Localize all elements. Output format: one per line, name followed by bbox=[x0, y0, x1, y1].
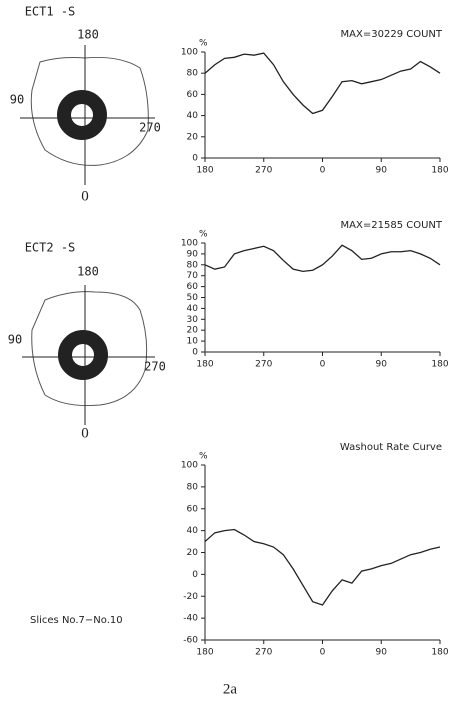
y-tick-label: 40 bbox=[187, 526, 199, 536]
y-tick-label: 80 bbox=[187, 260, 199, 270]
data-line bbox=[205, 245, 440, 271]
y-tick-label: 0 bbox=[192, 570, 198, 580]
y-tick-label: 50 bbox=[187, 293, 199, 303]
polar-label: 270 bbox=[144, 360, 166, 374]
x-tick-label: 90 bbox=[376, 166, 388, 176]
y-axis-label: % bbox=[199, 39, 208, 49]
polar-label: 90 bbox=[10, 93, 24, 107]
y-tick-label: 20 bbox=[187, 326, 199, 336]
polar-label: 0 bbox=[81, 188, 89, 204]
x-tick-label: 270 bbox=[255, 166, 272, 176]
y-tick-label: 0 bbox=[192, 154, 198, 164]
x-tick-label: 180 bbox=[196, 360, 213, 370]
data-line bbox=[205, 53, 440, 113]
y-tick-label: 0 bbox=[192, 348, 198, 358]
panel-title: ECT1 -S bbox=[25, 5, 76, 19]
y-tick-label: 80 bbox=[187, 69, 199, 79]
y-tick-label: 100 bbox=[181, 48, 198, 58]
y-tick-label: 100 bbox=[181, 239, 198, 249]
x-tick-label: 180 bbox=[196, 166, 213, 176]
figure: ECT1 -S 180 90 270 0 ECT2 -S 180 90 270 … bbox=[0, 0, 456, 701]
x-tick-label: 0 bbox=[320, 360, 326, 370]
y-tick-label: -40 bbox=[183, 614, 198, 624]
y-tick-label: 40 bbox=[187, 304, 199, 314]
caption: 2a bbox=[223, 681, 238, 697]
x-tick-label: 180 bbox=[431, 648, 448, 658]
polar-label: 180 bbox=[77, 28, 99, 42]
y-tick-label: 70 bbox=[187, 271, 199, 281]
x-tick-label: 270 bbox=[255, 360, 272, 370]
y-tick-label: 100 bbox=[181, 461, 198, 471]
x-tick-label: 0 bbox=[320, 166, 326, 176]
polar-map bbox=[20, 45, 155, 185]
polar-label: 90 bbox=[8, 333, 22, 347]
y-tick-label: 20 bbox=[187, 548, 199, 558]
polar-label: 0 bbox=[81, 425, 89, 441]
y-tick-label: 20 bbox=[187, 132, 199, 142]
polar-label: 180 bbox=[77, 265, 99, 279]
y-tick-label: 60 bbox=[187, 90, 199, 100]
annotation: MAX=21585 COUNT bbox=[341, 220, 443, 231]
y-tick-label: 30 bbox=[187, 315, 199, 325]
x-tick-label: 270 bbox=[255, 648, 272, 658]
x-tick-label: 180 bbox=[196, 648, 213, 658]
annotation: MAX=30229 COUNT bbox=[341, 29, 443, 40]
y-tick-label: 90 bbox=[187, 249, 199, 259]
note: Slices No.7−No.10 bbox=[30, 615, 123, 626]
y-tick-label: -60 bbox=[183, 636, 198, 646]
annotation: Washout Rate Curve bbox=[340, 442, 442, 453]
x-tick-label: 0 bbox=[320, 648, 326, 658]
y-tick-label: 40 bbox=[187, 111, 199, 121]
polar-label: 270 bbox=[139, 121, 161, 135]
y-axis-label: % bbox=[199, 230, 208, 240]
panel-title: ECT2 -S bbox=[25, 241, 76, 255]
x-tick-label: 180 bbox=[431, 166, 448, 176]
polar-map bbox=[22, 285, 155, 425]
y-axis-label: % bbox=[199, 452, 208, 462]
data-line bbox=[205, 530, 440, 605]
x-tick-label: 90 bbox=[376, 360, 388, 370]
y-tick-label: 60 bbox=[187, 282, 199, 292]
y-tick-label: 10 bbox=[187, 337, 199, 347]
x-tick-label: 180 bbox=[431, 360, 448, 370]
y-tick-label: -20 bbox=[183, 592, 198, 602]
x-tick-label: 90 bbox=[376, 648, 388, 658]
y-tick-label: 80 bbox=[187, 482, 199, 492]
y-tick-label: 60 bbox=[187, 504, 199, 514]
